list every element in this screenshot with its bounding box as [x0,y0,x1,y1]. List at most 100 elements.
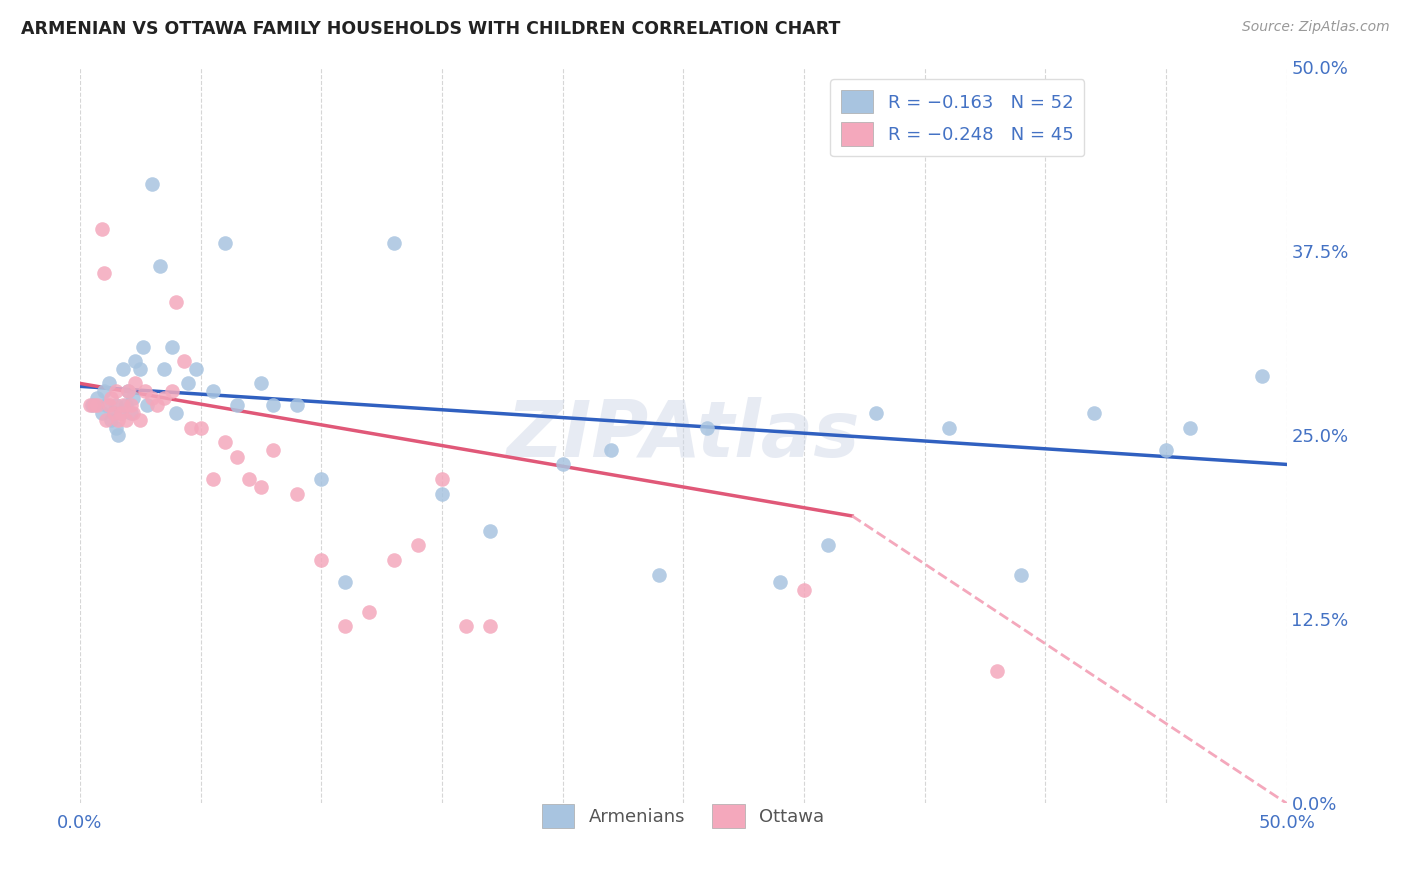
Text: Source: ZipAtlas.com: Source: ZipAtlas.com [1241,20,1389,34]
Point [165,295,187,310]
Point [141,391,163,405]
Point [479,619,502,633]
Point [214,236,236,251]
Point [817,538,839,552]
Point [285,399,308,413]
Point [93,266,115,280]
Point [479,524,502,538]
Point [262,399,284,413]
Point [1154,442,1177,457]
Point [214,435,236,450]
Point [160,384,183,398]
Point [225,450,247,464]
Point [141,178,163,192]
Point [648,568,671,582]
Point [793,582,815,597]
Point [129,413,152,427]
Point [184,361,207,376]
Point [865,406,887,420]
Point [430,472,453,486]
Point [96,413,118,427]
Point [225,399,247,413]
Point [173,354,195,368]
Point [134,384,156,398]
Point [146,399,169,413]
Point [96,399,118,413]
Point [86,399,108,413]
Point [103,406,125,420]
Point [238,472,260,486]
Point [262,442,284,457]
Point [359,605,381,619]
Point [110,406,132,420]
Text: ARMENIAN VS OTTAWA FAMILY HOUSEHOLDS WITH CHILDREN CORRELATION CHART: ARMENIAN VS OTTAWA FAMILY HOUSEHOLDS WIT… [21,20,841,37]
Point [454,619,477,633]
Point [97,376,120,391]
Point [93,384,115,398]
Point [335,619,357,633]
Point [105,420,128,434]
Point [105,384,128,398]
Point [86,391,108,405]
Point [406,538,429,552]
Point [153,391,176,405]
Point [114,399,136,413]
Point [80,399,103,413]
Point [335,575,357,590]
Point [110,406,132,420]
Point [136,399,159,413]
Point [122,406,145,420]
Point [382,553,405,567]
Point [190,420,212,434]
Point [79,399,101,413]
Point [1251,369,1274,384]
Point [250,479,273,493]
Point [112,399,135,413]
Point [177,376,200,391]
Point [131,339,153,353]
Point [201,472,224,486]
Point [551,458,574,472]
Point [430,487,453,501]
Point [309,472,332,486]
Point [124,376,146,391]
Point [105,399,128,413]
Point [382,236,405,251]
Point [103,406,125,420]
Point [201,384,224,398]
Point [129,361,152,376]
Point [148,259,170,273]
Point [153,361,176,376]
Point [938,420,960,434]
Point [97,399,120,413]
Point [90,406,112,420]
Point [112,361,135,376]
Point [160,339,183,353]
Point [124,354,146,368]
Point [696,420,718,434]
Point [90,221,112,235]
Point [250,376,273,391]
Legend: Armenians, Ottawa: Armenians, Ottawa [534,797,832,835]
Point [117,384,139,398]
Point [180,420,202,434]
Point [309,553,332,567]
Point [285,487,308,501]
Point [986,664,1008,678]
Point [120,399,142,413]
Point [117,384,139,398]
Point [122,391,145,405]
Point [100,413,122,427]
Point [114,413,136,427]
Point [1178,420,1201,434]
Point [1083,406,1105,420]
Text: ZIPAtlas: ZIPAtlas [506,397,860,473]
Point [1010,568,1032,582]
Point [599,442,621,457]
Point [107,428,129,442]
Point [165,406,187,420]
Point [120,406,142,420]
Point [107,413,129,427]
Point [83,399,105,413]
Point [100,391,122,405]
